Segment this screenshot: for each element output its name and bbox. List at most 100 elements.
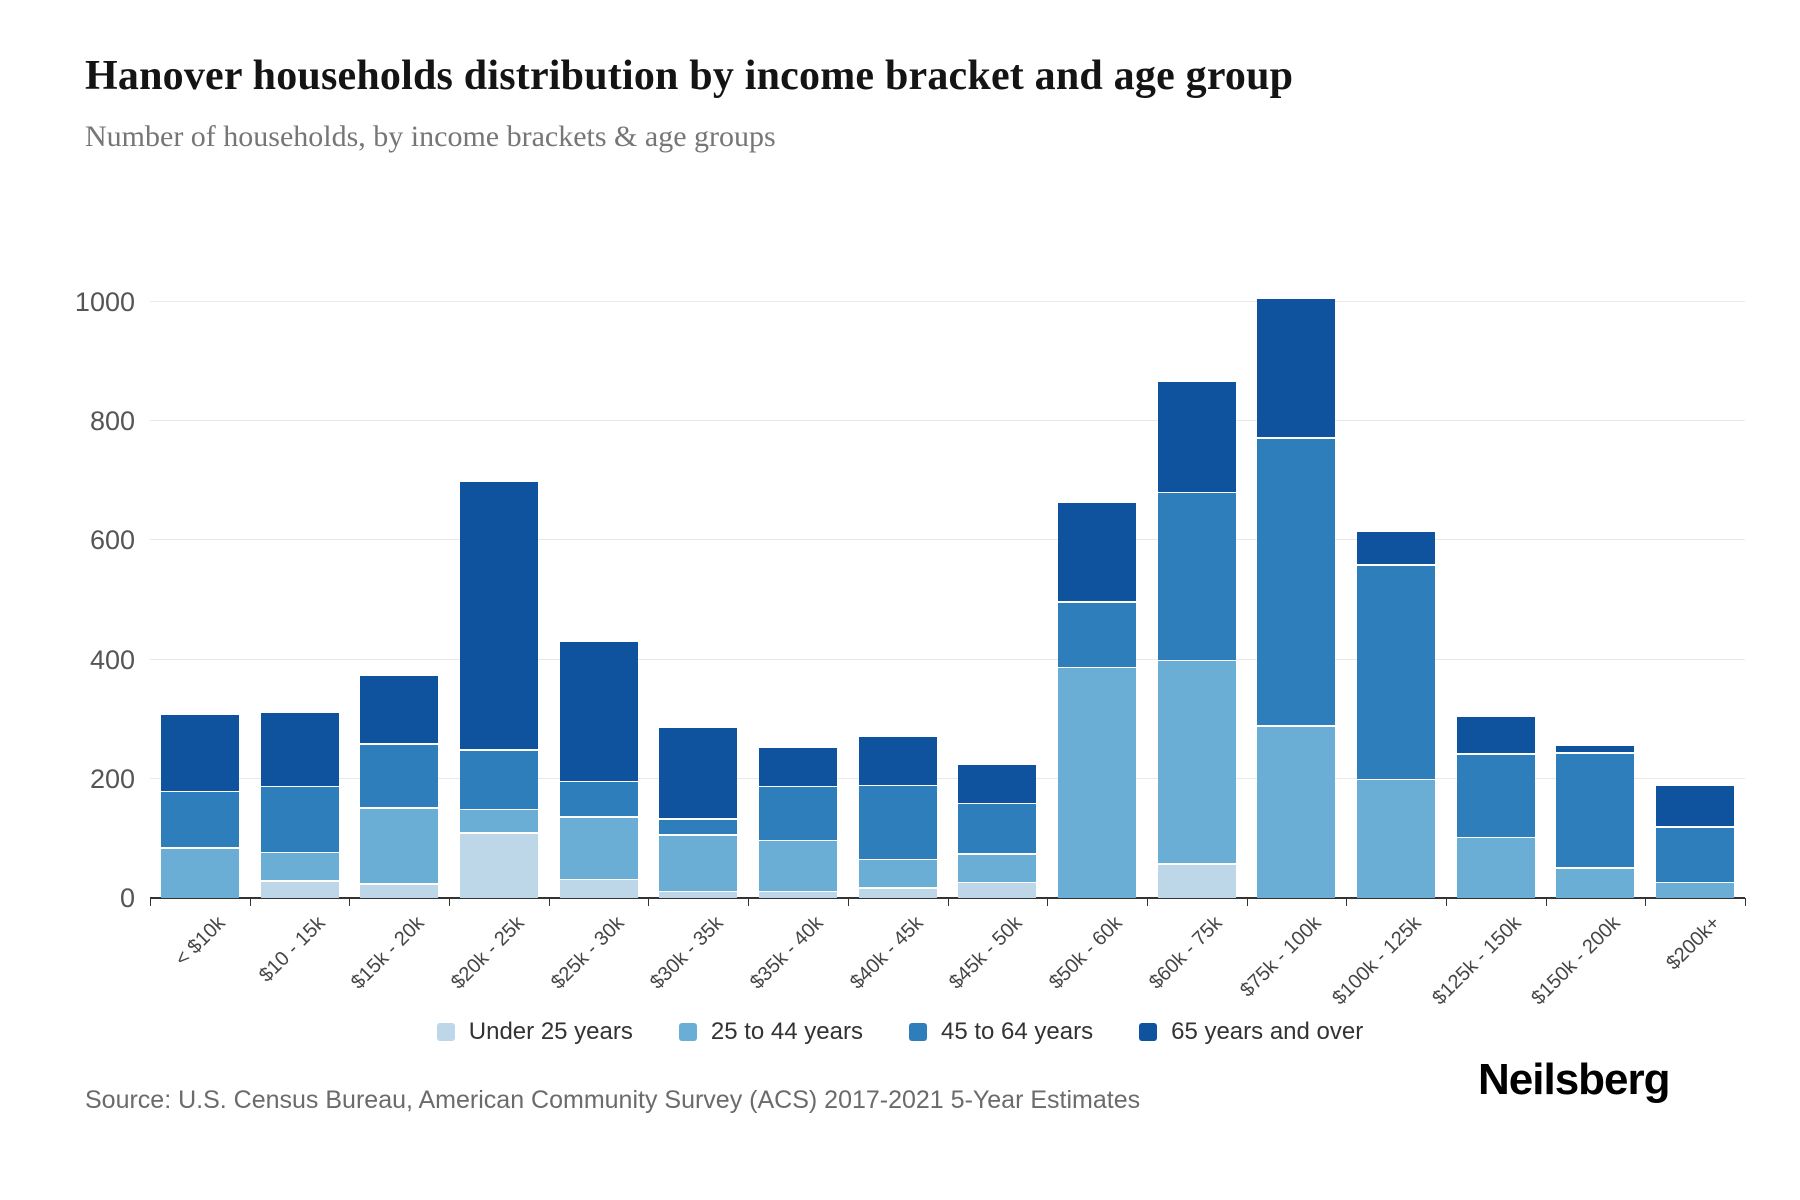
legend-item[interactable]: 45 to 64 years: [908, 1018, 1094, 1046]
x-tick: [449, 898, 451, 906]
legend: Under 25 years 25 to 44 years 45 to 64 yea…: [0, 1018, 1800, 1046]
legend-item[interactable]: 25 to 44 years: [678, 1018, 863, 1046]
x-tick: [1645, 898, 1647, 906]
bar-segment[interactable]: [758, 841, 837, 891]
x-tick: [249, 898, 251, 906]
chart-subtitle: Number of households, by income brackets…: [85, 120, 776, 153]
x-tick: [1047, 898, 1049, 906]
bar-segment[interactable]: [1157, 382, 1236, 492]
bar-segment[interactable]: [1357, 780, 1436, 898]
y-tick-label: 400: [89, 644, 135, 675]
bar-segment[interactable]: [559, 880, 638, 898]
source-note: Source: U.S. Census Bureau, American Com…: [85, 1086, 1141, 1114]
bar-segment[interactable]: [1656, 786, 1735, 827]
bar-segment[interactable]: [459, 833, 538, 898]
legend-item[interactable]: Under 25 years: [436, 1018, 633, 1046]
bar-segment[interactable]: [1456, 754, 1535, 837]
bar-segment[interactable]: [1556, 746, 1635, 752]
bar-segment[interactable]: [559, 782, 638, 817]
plot-area: [150, 250, 1745, 899]
bar-segment[interactable]: [1157, 864, 1236, 898]
bar-segment[interactable]: [758, 747, 837, 786]
bar-segment[interactable]: [1456, 717, 1535, 754]
x-tick: [1146, 898, 1148, 906]
x-tick: [748, 898, 750, 906]
bar-segment[interactable]: [858, 786, 937, 859]
bar-segment[interactable]: [360, 884, 439, 898]
bar-segment[interactable]: [260, 787, 339, 852]
bar-segment[interactable]: [1656, 828, 1735, 882]
bar-segment[interactable]: [758, 892, 837, 898]
legend-swatch-icon: [436, 1023, 455, 1041]
bar-segment[interactable]: [1556, 868, 1635, 898]
bar-segment[interactable]: [1058, 502, 1137, 602]
bar-segment[interactable]: [459, 482, 538, 749]
bar-segment[interactable]: [758, 787, 837, 840]
bar-segment[interactable]: [1556, 753, 1635, 868]
legend-label: 65 years and over: [1171, 1018, 1364, 1045]
bar-segment[interactable]: [1456, 838, 1535, 898]
legend-label: Under 25 years: [468, 1018, 633, 1045]
bar-segment[interactable]: [659, 835, 738, 891]
bar-segment[interactable]: [858, 860, 937, 888]
bar-segment[interactable]: [260, 881, 339, 898]
bar-segment[interactable]: [1157, 493, 1236, 660]
bar-segment[interactable]: [1257, 298, 1336, 438]
y-tick-label: 0: [119, 883, 135, 913]
x-tick: [1445, 898, 1447, 906]
bar-segment[interactable]: [260, 712, 339, 786]
gridline: [150, 658, 1745, 660]
x-tick: [947, 898, 949, 906]
bar-segment[interactable]: [360, 676, 439, 744]
bar-segment[interactable]: [1058, 668, 1137, 898]
y-tick-label: 600: [89, 525, 135, 556]
bar-segment[interactable]: [1357, 531, 1436, 565]
gridline: [150, 539, 1745, 541]
bar-segment[interactable]: [858, 737, 937, 785]
bar-segment[interactable]: [1257, 438, 1336, 726]
bar-segment[interactable]: [559, 817, 638, 879]
legend-item[interactable]: 65 years and over: [1139, 1018, 1363, 1046]
bar-segment[interactable]: [559, 642, 638, 781]
bar-segment[interactable]: [1257, 726, 1336, 898]
x-tick: [847, 898, 849, 906]
x-tick: [1246, 898, 1248, 906]
bar-segment[interactable]: [260, 853, 339, 881]
bar-segment[interactable]: [1656, 883, 1735, 898]
x-tick: [548, 898, 550, 906]
bar-segment[interactable]: [958, 804, 1037, 854]
brand-logo: Neilsberg: [1478, 1055, 1671, 1104]
y-tick-label: 1000: [74, 287, 135, 317]
bar-segment[interactable]: [360, 744, 439, 808]
legend-swatch-icon: [908, 1023, 927, 1041]
bar-segment[interactable]: [958, 883, 1037, 898]
bar-segment[interactable]: [1058, 602, 1137, 667]
legend-swatch-icon: [1139, 1023, 1158, 1041]
gridline: [150, 777, 1745, 779]
bar-segment[interactable]: [659, 819, 738, 835]
legend-label: 45 to 64 years: [940, 1018, 1094, 1045]
x-tick: [1346, 898, 1348, 906]
gridline: [150, 420, 1745, 422]
bar-segment[interactable]: [858, 888, 937, 898]
bar-segment[interactable]: [958, 765, 1037, 803]
bar-segment[interactable]: [1357, 565, 1436, 779]
bar-segment[interactable]: [659, 727, 738, 819]
x-tick: [648, 898, 650, 906]
bar-segment[interactable]: [1157, 661, 1236, 864]
bar-segment[interactable]: [659, 892, 738, 898]
legend-label: 25 to 44 years: [710, 1018, 863, 1045]
bar-segment[interactable]: [958, 854, 1037, 882]
legend-swatch-icon: [678, 1023, 697, 1041]
bar-segment[interactable]: [160, 714, 239, 791]
chart-title: Hanover households distribution by incom…: [85, 53, 1294, 99]
x-tick: [1545, 898, 1547, 906]
bar-segment[interactable]: [160, 792, 239, 848]
bar-segment[interactable]: [459, 810, 538, 833]
bar-segment[interactable]: [160, 848, 239, 898]
bar-segment[interactable]: [360, 808, 439, 884]
x-tick: [349, 898, 351, 906]
x-tick: [150, 898, 151, 906]
bar-segment[interactable]: [459, 750, 538, 809]
